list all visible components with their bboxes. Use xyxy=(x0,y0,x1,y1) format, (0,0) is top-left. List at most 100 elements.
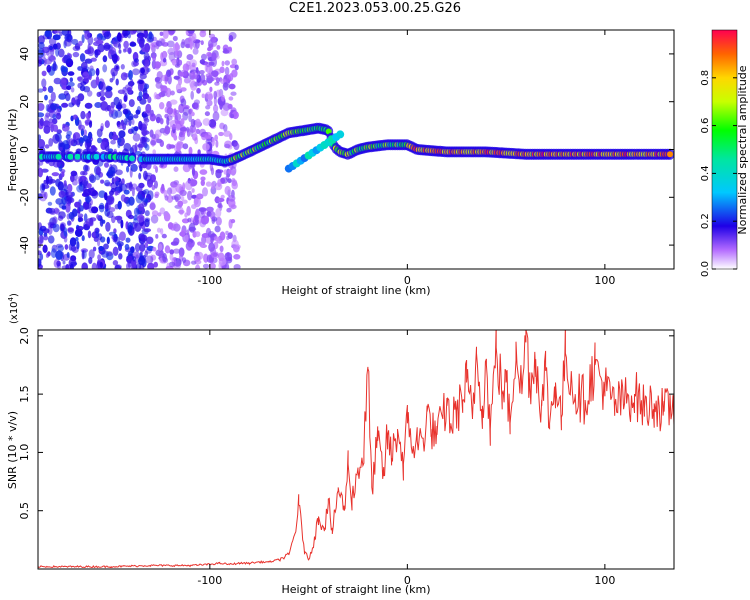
heatmap-noise-cell xyxy=(194,214,199,223)
heatmap-noise-cell xyxy=(114,190,118,196)
heatmap-noise-cell xyxy=(230,91,237,96)
heatmap-noise-cell xyxy=(103,31,112,40)
heatmap-noise-cell xyxy=(136,214,145,223)
snr-ticks: -100 0 100 0.5 1.0 1.5 2.0 xyxy=(18,327,674,587)
heatmap-noise-cell xyxy=(76,184,85,193)
heatmap-noise-cell xyxy=(219,231,226,241)
colorbar-gradient xyxy=(711,29,738,270)
heatmap-noise-cell xyxy=(84,58,93,64)
heatmap-noise-cell xyxy=(138,142,143,151)
heatmap-noise-cell xyxy=(99,81,106,92)
heatmap-noise-cell xyxy=(210,237,214,244)
colorbar-tick-label: 0.4 xyxy=(700,165,711,181)
heatmap-noise-cell xyxy=(109,190,114,196)
heatmap-noise-cell xyxy=(222,82,229,91)
heatmap-noise-cell xyxy=(78,205,84,212)
heatmap-noise-cell xyxy=(123,47,132,52)
heatmap-noise-cell xyxy=(220,194,225,199)
heatmap-noise-cell xyxy=(207,46,212,52)
heatmap-noise-cell xyxy=(217,202,222,208)
heatmap-noise-cell xyxy=(65,134,71,140)
heatmap-noise-cell xyxy=(118,49,122,54)
heatmap-noise-cell xyxy=(76,241,80,250)
heatmap-noise-cell xyxy=(50,248,57,259)
heatmap-noise-cell xyxy=(151,133,156,140)
heatmap-noise-cell xyxy=(221,60,225,67)
heatmap-noise-cell xyxy=(150,140,156,146)
heatmap-noise-cell xyxy=(182,111,189,121)
heatmap-noise-cell xyxy=(38,103,45,111)
heatmap-noise-cell xyxy=(128,70,133,80)
heatmap-noise-cell xyxy=(199,59,206,65)
heatmap-noise-cell xyxy=(173,134,178,141)
heatmap-noise-cell xyxy=(50,91,56,102)
heatmap-noise-cell xyxy=(220,177,229,184)
heatmap-noise-cell xyxy=(112,260,119,266)
heatmap-noise-cell xyxy=(178,59,183,66)
heatmap-noise-cell xyxy=(140,247,144,255)
heatmap-noise-cell xyxy=(85,218,94,227)
heatmap-noise-cell xyxy=(123,142,132,152)
heatmap-noise-cell xyxy=(126,227,133,234)
x-tick-label: 0 xyxy=(404,574,411,587)
heatmap-ridge-cell xyxy=(93,153,100,160)
heatmap-noise-cell xyxy=(130,78,134,88)
heatmap-ridge-cell xyxy=(129,155,135,162)
heatmap-noise-cell xyxy=(198,207,207,213)
heatmap-noise-cell xyxy=(214,134,219,142)
heatmap-noise-cell xyxy=(97,137,103,144)
heatmap-noise-cell xyxy=(111,71,116,81)
heatmap-noise-cell xyxy=(152,55,157,62)
heatmap-noise-cell xyxy=(79,85,86,92)
heatmap-noise-cell xyxy=(162,252,168,263)
heatmap-noise-cell xyxy=(52,223,60,233)
heatmap-noise-cell xyxy=(108,105,115,115)
heatmap-noise-cell xyxy=(164,195,169,201)
heatmap-ticks: -100 0 100 -40 -20 0 20 40 xyxy=(18,30,674,287)
heatmap-noise-cell xyxy=(88,257,93,264)
heatmap-noise-cell xyxy=(73,132,81,141)
heatmap-noise-cell xyxy=(87,131,93,140)
heatmap-noise-cell xyxy=(104,192,108,201)
heatmap-noise-cell xyxy=(167,74,172,85)
heatmap-noise-cell xyxy=(98,204,105,210)
heatmap-noise-cell xyxy=(172,35,178,42)
heatmap-noise-cell xyxy=(52,133,60,144)
heatmap-noise-cell xyxy=(199,70,205,75)
heatmap-noise-cell xyxy=(105,86,113,92)
heatmap-noise-cell xyxy=(200,40,204,46)
heatmap-noise-cell xyxy=(142,59,149,65)
heatmap-noise-cell xyxy=(166,40,175,48)
heatmap-noise-cell xyxy=(47,251,51,257)
heatmap-noise-cell xyxy=(42,46,50,53)
heatmap-noise-cell xyxy=(132,133,141,142)
heatmap-noise-cell xyxy=(218,252,225,262)
heatmap-noise-cell xyxy=(84,195,92,203)
heatmap-noise-cell xyxy=(47,221,55,226)
heatmap-noise-cell xyxy=(196,87,201,94)
heatmap-noise-cell xyxy=(180,118,185,126)
heatmap-noise-cell xyxy=(97,254,101,261)
heatmap-noise-cell xyxy=(123,32,129,39)
heatmap-noise-cell xyxy=(72,51,80,58)
heatmap-noise-cell xyxy=(186,229,190,236)
heatmap-noise-cell xyxy=(95,39,104,45)
heatmap-noise-cell xyxy=(73,95,81,106)
heatmap-noise-cell xyxy=(153,261,158,268)
heatmap-noise-cell xyxy=(142,92,150,100)
heatmap-noise-cell xyxy=(130,264,134,269)
heatmap-noise-cell xyxy=(167,187,173,196)
heatmap-noise-cell xyxy=(168,30,176,35)
heatmap-noise-cell xyxy=(69,263,74,269)
heatmap-noise-cell xyxy=(69,237,77,247)
heatmap-noise-cell xyxy=(209,262,216,269)
heatmap-noise-cell xyxy=(206,51,213,57)
heatmap-noise-cell xyxy=(173,224,181,232)
heatmap-noise-cell xyxy=(150,214,159,224)
heatmap-noise-cell xyxy=(230,204,237,209)
heatmap-noise-cell xyxy=(124,243,130,251)
heatmap-noise-cell xyxy=(131,186,135,197)
heatmap-noise-cell xyxy=(221,94,225,102)
heatmap-noise-cell xyxy=(159,140,164,147)
heatmap-noise-cell xyxy=(193,253,201,262)
